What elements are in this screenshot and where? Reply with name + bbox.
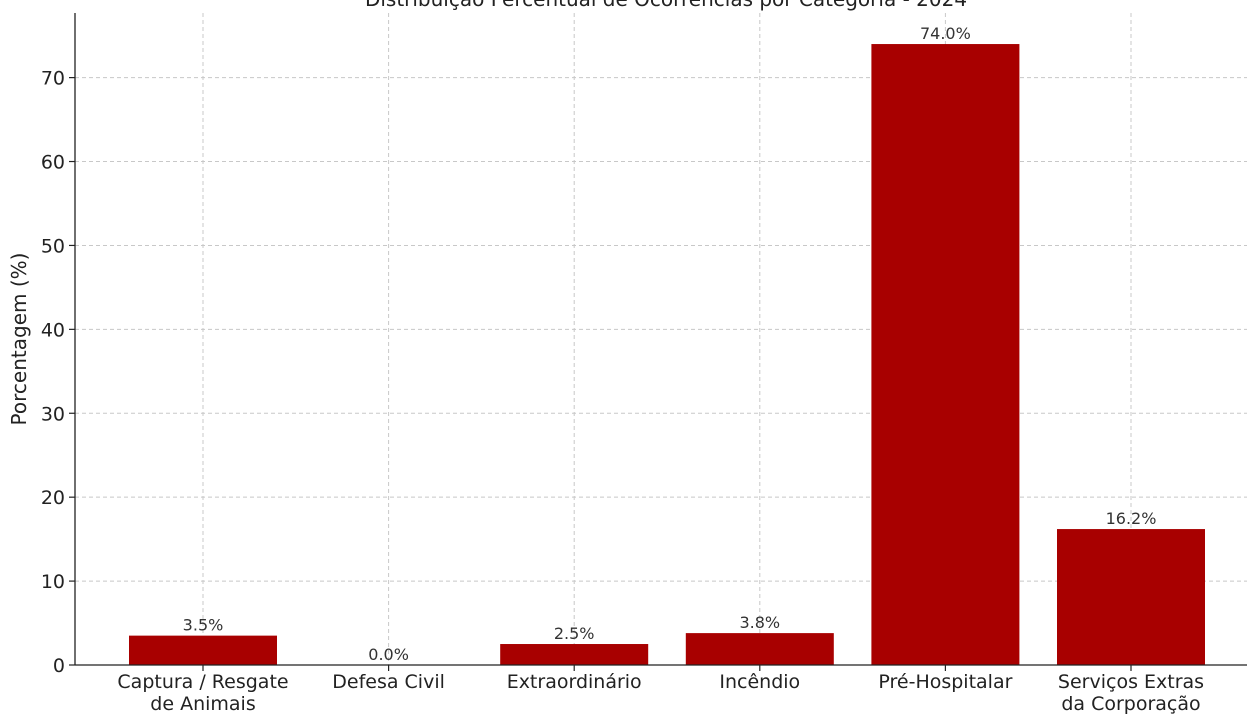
y-tick-label: 50 xyxy=(41,235,65,257)
data-label: 3.8% xyxy=(739,613,780,632)
data-label: 2.5% xyxy=(554,624,595,643)
data-label: 3.5% xyxy=(183,616,224,635)
x-tick-label: Captura / Resgate xyxy=(117,671,288,693)
x-tick-label: Extraordinário xyxy=(507,671,642,693)
y-tick-label: 40 xyxy=(41,319,65,341)
bar xyxy=(500,644,649,665)
axes xyxy=(69,13,1247,671)
y-tick-label: 60 xyxy=(41,152,65,174)
bars xyxy=(129,44,1205,666)
y-tick-label: 10 xyxy=(41,571,65,593)
y-tick-label: 30 xyxy=(41,403,65,425)
y-tick-label: 20 xyxy=(41,487,65,509)
bar xyxy=(871,44,1020,666)
data-label: 0.0% xyxy=(368,645,409,664)
x-tick-label: de Animais xyxy=(150,693,255,715)
x-tick-label: Pré-Hospitalar xyxy=(878,671,1012,693)
x-tick-label: Incêndio xyxy=(719,671,800,693)
y-tick-label: 70 xyxy=(41,68,65,90)
bar xyxy=(685,633,834,665)
x-tick-label: Serviços Extras xyxy=(1058,671,1204,693)
x-tick-label: Defesa Civil xyxy=(332,671,445,693)
chart-title: Distribuição Percentual de Ocorrências p… xyxy=(365,0,967,11)
y-axis-label: Porcentagem (%) xyxy=(7,253,31,426)
bar xyxy=(129,635,277,665)
data-labels: 3.5% 0.0% 2.5% 3.8% 74.0% 16.2% xyxy=(183,24,1157,664)
y-tick-label: 0 xyxy=(53,655,65,677)
bar xyxy=(1057,529,1205,665)
data-label: 16.2% xyxy=(1106,509,1157,528)
data-label: 74.0% xyxy=(920,24,971,43)
x-tick-label: da Corporação xyxy=(1061,693,1200,715)
